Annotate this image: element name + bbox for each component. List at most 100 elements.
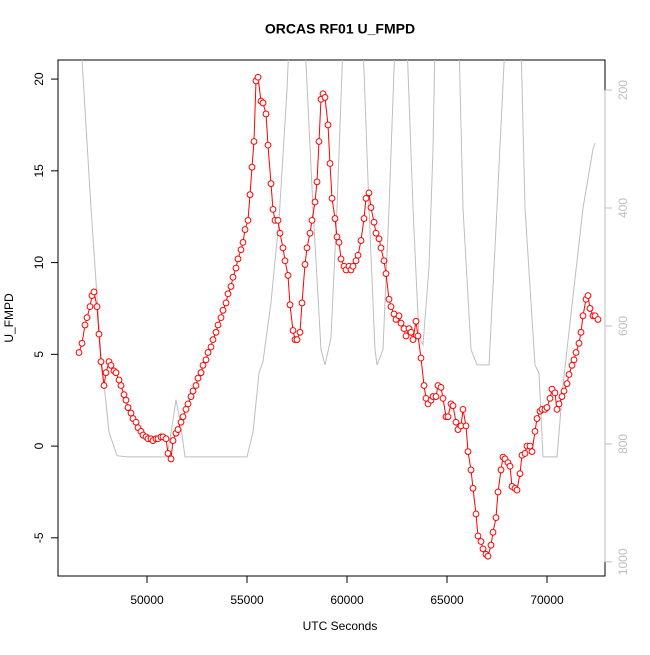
- data-point: [506, 462, 514, 470]
- data-point: [407, 328, 415, 336]
- data-point: [122, 396, 130, 404]
- data-point: [462, 422, 470, 430]
- data-point: [192, 382, 200, 389]
- data-point: [357, 237, 365, 244]
- y-tick-label: -5: [32, 532, 46, 543]
- data-point: [194, 374, 202, 382]
- data-point: [546, 394, 554, 402]
- data-point: [558, 393, 566, 400]
- data-point: [298, 299, 306, 307]
- data-point: [296, 328, 304, 336]
- data-point: [308, 216, 316, 224]
- data-point: [187, 393, 195, 400]
- data-point: [372, 229, 380, 237]
- data-point: [95, 330, 103, 338]
- data-point: [584, 292, 592, 300]
- data-point: [531, 428, 539, 435]
- data-point: [232, 264, 240, 272]
- data-point: [284, 272, 292, 279]
- y2-tick-label: 1000: [616, 548, 630, 575]
- y2-tick-label: 400: [616, 198, 630, 218]
- data-point: [189, 387, 197, 395]
- data-point: [167, 455, 175, 463]
- data-point: [395, 312, 403, 320]
- data-point: [78, 339, 86, 347]
- data-point: [313, 178, 321, 186]
- data-point: [586, 305, 594, 312]
- data-point: [565, 371, 573, 378]
- data-point: [331, 215, 339, 222]
- y-axis-label: U_FMPD: [2, 293, 16, 343]
- y2-tick-label: 200: [616, 80, 630, 100]
- data-point: [274, 216, 282, 224]
- y-tick-label: 10: [32, 256, 46, 270]
- data-point: [412, 317, 420, 325]
- data-point: [224, 290, 232, 298]
- data-point: [362, 194, 370, 202]
- data-point: [380, 257, 388, 265]
- data-point: [449, 402, 457, 410]
- data-point: [227, 283, 235, 290]
- data-point: [279, 244, 287, 252]
- data-point: [352, 257, 360, 265]
- data-point: [594, 316, 602, 323]
- data-point: [115, 376, 123, 384]
- series-line: [81, 60, 596, 458]
- data-point: [254, 73, 262, 81]
- data-point: [335, 238, 343, 246]
- data-point: [437, 383, 445, 391]
- y-tick-label: 15: [32, 164, 46, 178]
- data-point: [417, 354, 425, 362]
- y2-tick-label: 800: [616, 434, 630, 454]
- data-point: [207, 343, 215, 351]
- data-point: [315, 138, 323, 145]
- data-point: [276, 229, 284, 237]
- data-point: [487, 541, 495, 549]
- data-point: [328, 194, 336, 202]
- data-point: [286, 301, 294, 309]
- data-point: [543, 404, 551, 411]
- data-point: [102, 369, 110, 377]
- data-point: [306, 229, 314, 237]
- plot-area: [75, 60, 602, 560]
- data-point: [197, 369, 205, 377]
- y-tick-label: 5: [32, 351, 46, 358]
- data-point: [572, 349, 580, 356]
- y-tick-label: 0: [32, 442, 46, 449]
- data-point: [402, 332, 410, 340]
- data-point: [293, 336, 301, 344]
- data-point: [262, 110, 270, 118]
- data-point: [199, 361, 207, 369]
- data-point: [97, 358, 105, 366]
- data-point: [528, 448, 536, 455]
- data-point: [439, 394, 447, 402]
- data-point: [489, 528, 497, 536]
- data-point: [326, 160, 334, 167]
- data-point: [179, 413, 187, 421]
- data-point: [516, 470, 524, 478]
- data-point: [387, 303, 395, 311]
- data-point: [337, 255, 345, 263]
- data-point: [281, 257, 289, 265]
- data-point: [568, 361, 576, 369]
- data-point: [182, 405, 190, 413]
- data-point: [464, 448, 472, 455]
- data-point: [289, 327, 297, 334]
- data-point: [222, 299, 230, 307]
- data-point: [264, 141, 272, 149]
- data-point: [237, 246, 245, 254]
- data-point: [269, 205, 277, 213]
- x-tick-label: 50000: [130, 593, 164, 607]
- y-tick-label: 20: [32, 72, 46, 86]
- data-point: [204, 349, 212, 356]
- data-point: [474, 532, 482, 540]
- data-point: [217, 314, 225, 322]
- data-point: [202, 356, 210, 364]
- data-point: [479, 545, 487, 553]
- data-point: [469, 484, 477, 492]
- data-point: [360, 215, 368, 222]
- data-point: [324, 121, 332, 129]
- data-point: [560, 387, 568, 395]
- data-point: [75, 349, 83, 356]
- data-point: [90, 288, 98, 296]
